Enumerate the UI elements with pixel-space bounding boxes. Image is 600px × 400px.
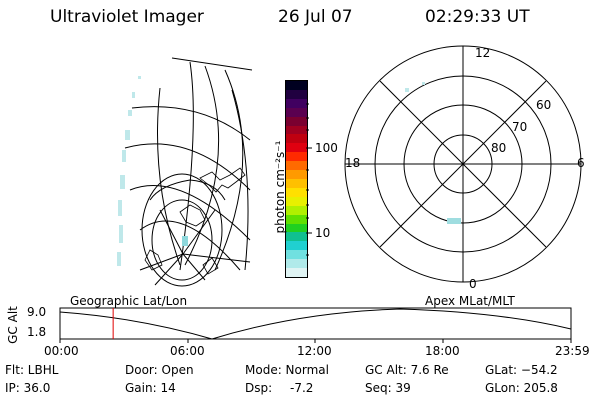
x-tick-2359: 23:59 xyxy=(555,344,590,358)
mlt-label-18: 18 xyxy=(345,156,361,170)
x-tick-0000: 00:00 xyxy=(44,344,79,358)
x-tick-1800: 18:00 xyxy=(425,344,460,358)
colorbar-swatch xyxy=(286,187,307,197)
status-mode: Mode: Normal xyxy=(245,363,329,377)
mlt-label-0: 0 xyxy=(469,277,477,291)
colorbar-swatch xyxy=(286,161,307,171)
x-tick-0600: 06:00 xyxy=(170,344,205,358)
colorbar-swatch xyxy=(286,143,307,153)
colorbar-swatch xyxy=(286,98,307,108)
status-gc-alt: GC Alt: 7.6 Re xyxy=(365,363,449,377)
colorbar-swatch xyxy=(286,250,307,260)
lat-label-70: 70 xyxy=(512,120,528,134)
colorbar-swatch xyxy=(286,107,307,117)
status-seq: Seq: 39 xyxy=(365,381,411,395)
colorbar-swatch xyxy=(286,214,307,224)
observation-date: 26 Jul 07 xyxy=(278,7,353,27)
status-door: Door: Open xyxy=(125,363,194,377)
y-tick-min: 1.8 xyxy=(27,325,47,339)
lat-label-60: 60 xyxy=(536,98,552,112)
observation-time: 02:29:33 UT xyxy=(425,7,530,27)
colorbar-swatch xyxy=(286,205,307,215)
status-ip: IP: 36.0 xyxy=(5,381,51,395)
colorbar-swatch xyxy=(286,152,307,162)
colorbar-swatch xyxy=(286,125,307,135)
colorbar-swatch xyxy=(286,241,307,251)
mlt-label-12: 12 xyxy=(475,46,491,60)
instrument-title: Ultraviolet Imager xyxy=(50,7,204,27)
colorbar-tick-10: 10 xyxy=(315,226,331,240)
geographic-label: Geographic Lat/Lon xyxy=(70,294,188,308)
colorbar-swatch xyxy=(286,81,307,90)
status-dsp-value: -7.2 xyxy=(290,381,314,395)
mlt-label-6: 6 xyxy=(577,156,585,170)
colorbar-swatch xyxy=(286,170,307,179)
status-glat: GLat: −54.2 xyxy=(485,363,558,377)
status-gain: Gain: 14 xyxy=(125,381,176,395)
lat-label-80: 80 xyxy=(491,141,507,155)
colorbar-swatch xyxy=(286,259,307,269)
colorbar-swatch xyxy=(286,89,307,99)
x-tick-1200: 12:00 xyxy=(297,344,332,358)
status-filter: Flt: LBHL xyxy=(5,363,59,377)
apex-label: Apex MLat/MLT xyxy=(425,294,515,308)
colorbar-swatch xyxy=(286,116,307,126)
colorbar xyxy=(285,80,308,278)
status-dsp: Dsp: xyxy=(245,381,273,395)
colorbar-swatch xyxy=(286,178,307,188)
colorbar-tick-100: 100 xyxy=(315,141,338,155)
status-glon: GLon: 205.8 xyxy=(485,381,558,395)
colorbar-swatch xyxy=(286,223,307,233)
colorbar-swatch xyxy=(286,134,307,144)
colorbar-swatch xyxy=(286,232,307,242)
colorbar-swatch xyxy=(286,196,307,206)
colorbar-swatch xyxy=(286,268,307,277)
y-tick-max: 9.0 xyxy=(27,305,47,319)
